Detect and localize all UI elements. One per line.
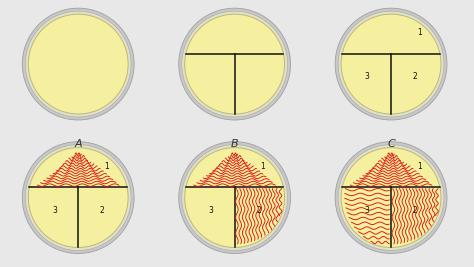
Text: A: A: [74, 139, 82, 149]
Ellipse shape: [341, 148, 441, 248]
Text: 3: 3: [209, 206, 213, 215]
Ellipse shape: [22, 142, 134, 253]
Text: 3: 3: [52, 206, 57, 215]
Ellipse shape: [25, 145, 131, 250]
Ellipse shape: [179, 142, 291, 253]
Ellipse shape: [185, 148, 284, 248]
Text: 2: 2: [412, 72, 417, 81]
Ellipse shape: [341, 14, 441, 114]
Text: 1: 1: [417, 162, 422, 171]
Text: C: C: [387, 139, 395, 149]
Text: 2: 2: [256, 206, 261, 215]
Ellipse shape: [338, 145, 444, 250]
Ellipse shape: [185, 14, 284, 114]
Text: 1: 1: [104, 162, 109, 171]
Ellipse shape: [28, 148, 128, 248]
Ellipse shape: [335, 142, 447, 253]
Ellipse shape: [182, 11, 288, 117]
Text: 1: 1: [417, 28, 422, 37]
Ellipse shape: [335, 8, 447, 120]
Ellipse shape: [338, 11, 444, 117]
Text: 3: 3: [365, 206, 370, 215]
Text: 2: 2: [100, 206, 104, 215]
Text: B: B: [231, 139, 238, 149]
Text: 2: 2: [412, 206, 417, 215]
Ellipse shape: [182, 145, 288, 250]
Text: 3: 3: [365, 72, 370, 81]
Ellipse shape: [22, 8, 134, 120]
Text: 1: 1: [261, 162, 265, 171]
Ellipse shape: [179, 8, 291, 120]
Ellipse shape: [25, 11, 131, 117]
Ellipse shape: [28, 14, 128, 114]
